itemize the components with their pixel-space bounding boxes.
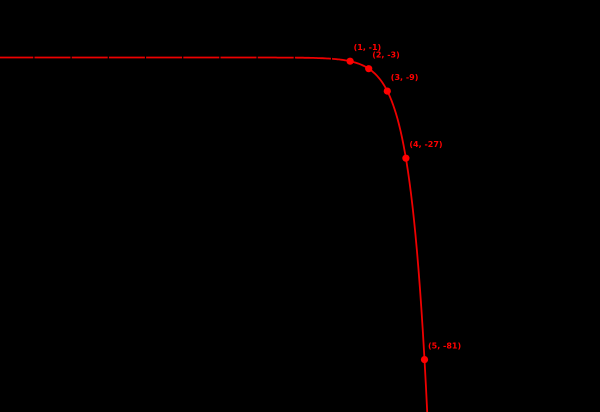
data-point: [346, 57, 354, 65]
point-label: (5, -81): [428, 342, 461, 351]
point-label: (1, -1): [354, 43, 382, 52]
data-point: [383, 87, 391, 95]
point-label: (3, -9): [391, 73, 419, 82]
exponential-curve: [0, 56, 429, 412]
point-label: (2, -3): [372, 51, 400, 60]
data-point: [420, 356, 429, 364]
data-point: [402, 154, 410, 162]
data-point: [365, 65, 373, 73]
point-label: (4, -27): [409, 140, 442, 149]
